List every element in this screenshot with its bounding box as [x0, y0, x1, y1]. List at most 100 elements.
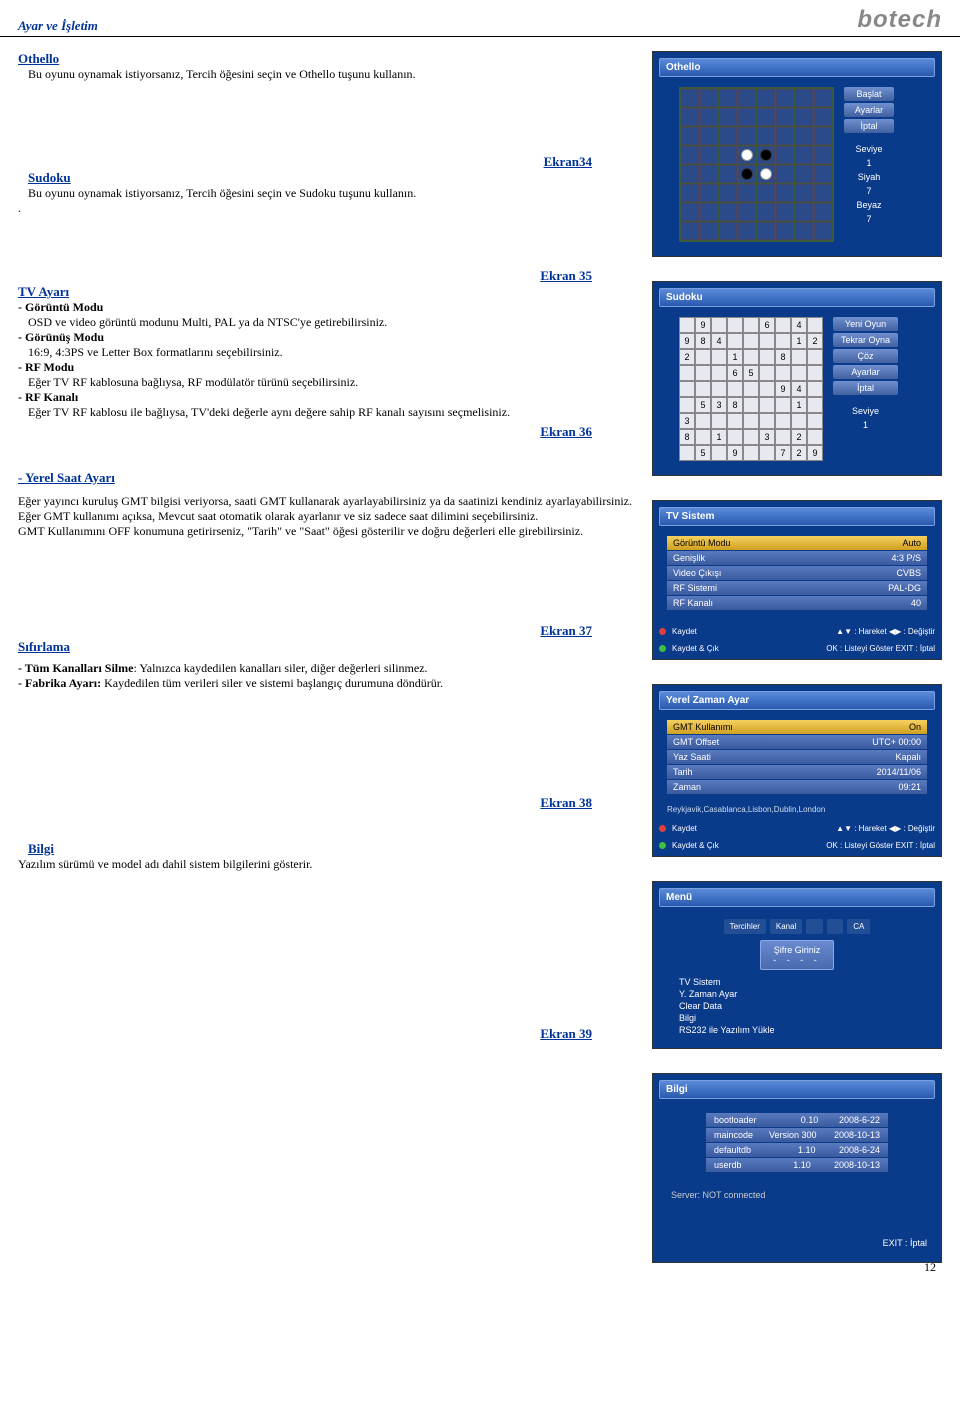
sudoku-cell: 6: [727, 365, 743, 381]
tv-param-row[interactable]: RF Kanalı40: [667, 596, 927, 610]
menu-tab[interactable]: CA: [847, 919, 870, 934]
sudoku-cell: [711, 317, 727, 333]
tv-param-row[interactable]: Video ÇıkışıCVBS: [667, 566, 927, 580]
yerel-hints: Kaydet ▲▼ : Hareket ◀▶ : Değiştir: [659, 824, 935, 833]
sudoku-cell: [679, 445, 695, 461]
othello-ss-title: Othello: [659, 58, 935, 77]
bilgi-row: defaultdb1.102008-6-24: [706, 1143, 888, 1157]
othello-cell: [719, 165, 737, 183]
sifirlama-l2r: Kaydedilen tüm verileri siler ve sistemi…: [101, 676, 443, 690]
screenshot-sudoku: Sudoku 96498412218659453813813259729 Yen…: [652, 281, 942, 476]
sudoku-heading: Sudoku: [28, 170, 71, 185]
yerel-param-row[interactable]: Tarih2014/11/06: [667, 765, 927, 779]
sudoku-menu-btn[interactable]: Tekrar Oyna: [833, 333, 898, 347]
yerel-param-row[interactable]: Yaz SaatiKapalı: [667, 750, 927, 764]
othello-cell: [814, 108, 832, 126]
yerel-param-row[interactable]: Zaman09:21: [667, 780, 927, 794]
sudoku-cell: [695, 349, 711, 365]
sudoku-cell: [743, 397, 759, 413]
othello-cell: [795, 165, 813, 183]
sifirlama-l1r: : Yalnızca kaydedilen kanalları siler, d…: [133, 661, 427, 675]
othello-cell: [776, 89, 794, 107]
tv-param-row[interactable]: Genişlik4:3 P/S: [667, 551, 927, 565]
sudoku-menu-btn[interactable]: Çöz: [833, 349, 898, 363]
sudoku-cell: [743, 333, 759, 349]
sudoku-cell: [711, 413, 727, 429]
sudoku-cell: 9: [679, 333, 695, 349]
othello-cell: [776, 165, 794, 183]
tv-param-row[interactable]: RF SistemiPAL-DG: [667, 581, 927, 595]
othello-cell: [681, 165, 699, 183]
tv-hints: Kaydet ▲▼ : Hareket ◀▶ : Değiştir: [659, 627, 935, 636]
menu-list-item[interactable]: Clear Data: [675, 1000, 919, 1012]
sudoku-cell: 1: [791, 397, 807, 413]
sudoku-cell: [759, 349, 775, 365]
yerel-param-row[interactable]: GMT KullanımıOn: [667, 720, 927, 734]
sudoku-cell: [727, 429, 743, 445]
tv-param-row[interactable]: Görüntü ModuAuto: [667, 536, 927, 550]
othello-cell: [776, 203, 794, 221]
sudoku-cell: [743, 429, 759, 445]
othello-cell: [814, 127, 832, 145]
othello-cell: [719, 222, 737, 240]
screenshot-tv-sistem: TV Sistem Görüntü ModuAutoGenişlik4:3 P/…: [652, 500, 942, 660]
menu-list-item[interactable]: RS232 ile Yazılım Yükle: [675, 1024, 919, 1036]
ekran35-label: Ekran 35: [18, 268, 592, 284]
othello-cell: [757, 89, 775, 107]
yerel-title: Yerel Zaman Ayar: [659, 691, 935, 710]
othello-menu-btn[interactable]: Ayarlar: [844, 103, 894, 117]
menu-list-item[interactable]: TV Sistem: [675, 976, 919, 988]
menu-title: Menü: [659, 888, 935, 907]
othello-cell: [700, 184, 718, 202]
yerel-body: GMT KullanımıOnGMT OffsetUTC+ 00:00Yaz S…: [659, 716, 935, 803]
sudoku-cell: 8: [775, 349, 791, 365]
bilgi-server: Server: NOT connected: [667, 1182, 927, 1208]
menu-list-item[interactable]: Y. Zaman Ayar: [675, 988, 919, 1000]
sudoku-dot: .: [18, 201, 632, 216]
menu-list-item[interactable]: Bilgi: [675, 1012, 919, 1024]
othello-cell: [757, 108, 775, 126]
othello-menu-btn[interactable]: Başlat: [844, 87, 894, 101]
othello-cell: [757, 165, 775, 183]
sudoku-cell: [743, 381, 759, 397]
yerel-cities: Reykjavik,Casablanca,Lisbon,Dublin,Londo…: [659, 803, 935, 816]
sudoku-menu-btn[interactable]: Yeni Oyun: [833, 317, 898, 331]
sudoku-cell: [775, 429, 791, 445]
menu-tab[interactable]: [806, 919, 822, 934]
menu-list: TV SistemY. Zaman AyarClear DataBilgiRS2…: [665, 976, 929, 1036]
sifirlama-line1: - Tüm Kanalları Silme: Yalnızca kaydedil…: [18, 661, 632, 676]
othello-cell: [681, 89, 699, 107]
othello-cell: [795, 184, 813, 202]
othello-cell: [700, 146, 718, 164]
sudoku-menu-btn[interactable]: İptal: [833, 381, 898, 395]
othello-cell: [814, 184, 832, 202]
othello-cell: [700, 222, 718, 240]
othello-cell: [738, 146, 756, 164]
menu-tab[interactable]: Tercihler: [724, 919, 766, 934]
menu-tab[interactable]: Kanal: [770, 919, 802, 934]
sudoku-cell: [807, 397, 823, 413]
sudoku-menu-btn[interactable]: Ayarlar: [833, 365, 898, 379]
othello-cell: [814, 146, 832, 164]
othello-cell: [814, 222, 832, 240]
yerel-heading: - Yerel Saat Ayarı: [18, 470, 115, 485]
yerel-param-row[interactable]: GMT OffsetUTC+ 00:00: [667, 735, 927, 749]
othello-cell: [681, 184, 699, 202]
othello-menu-btn[interactable]: İptal: [844, 119, 894, 133]
ekran39-label: Ekran 39: [18, 1026, 592, 1042]
screenshot-menu: Menü TercihlerKanal CA Şifre Giriniz - -…: [652, 881, 942, 1049]
othello-cell: [700, 127, 718, 145]
othello-cell: [814, 203, 832, 221]
screenshot-bilgi: Bilgi bootloader0.102008-6-22maincodeVer…: [652, 1073, 942, 1263]
othello-cell: [757, 222, 775, 240]
othello-cell: [700, 89, 718, 107]
tv-ayari-body: - Görüntü ModuOSD ve video görüntü modun…: [18, 300, 632, 420]
othello-cell: [738, 203, 756, 221]
othello-cell: [795, 127, 813, 145]
othello-cell: [776, 146, 794, 164]
sudoku-cell: 9: [695, 317, 711, 333]
sudoku-cell: 3: [679, 413, 695, 429]
sudoku-cell: 1: [791, 333, 807, 349]
menu-tab[interactable]: [827, 919, 843, 934]
othello-cell: [738, 222, 756, 240]
